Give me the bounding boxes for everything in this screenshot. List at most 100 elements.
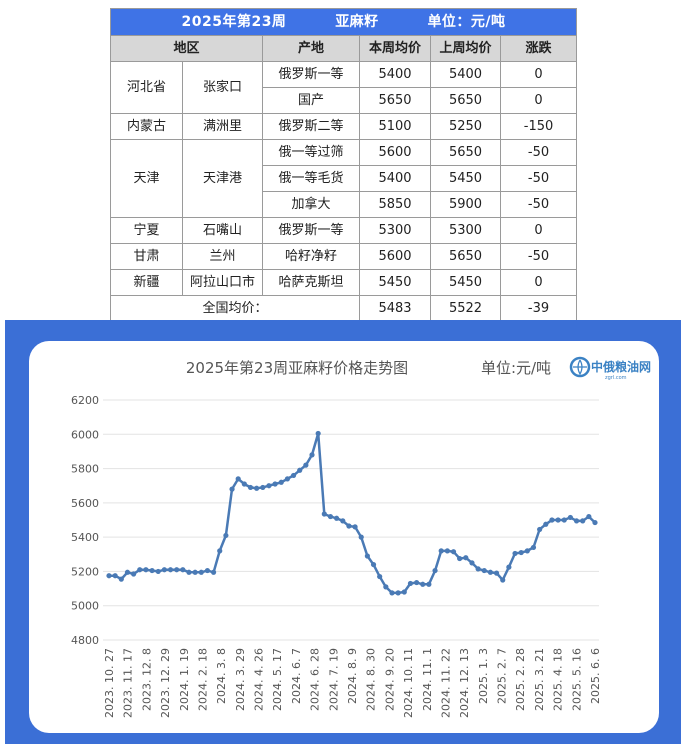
- data-point: [567, 514, 573, 521]
- city-cell: 满洲里: [182, 113, 263, 140]
- data-point: [352, 524, 358, 530]
- x-tick-label: 2025. 6. 6: [589, 648, 602, 704]
- data-point: [106, 573, 112, 579]
- data-point: [524, 548, 530, 554]
- data-point: [463, 555, 469, 561]
- last-week-cell: 5400: [430, 61, 501, 88]
- x-tick-label: 2023. 12. 29: [159, 648, 172, 718]
- data-point: [241, 481, 247, 487]
- data-point: [561, 517, 567, 523]
- unit-label: 单位:元/吨: [481, 359, 551, 377]
- x-tick-label: 2024. 5. 17: [271, 648, 284, 711]
- y-tick-label: 5000: [71, 600, 99, 613]
- data-point: [167, 567, 174, 573]
- data-point: [155, 568, 161, 575]
- origin-cell: 俄罗斯一等: [262, 61, 360, 88]
- x-tick-label: 2023. 12. 8: [140, 648, 153, 711]
- x-tick-label: 2025. 5. 16: [570, 648, 583, 711]
- x-tick-label: 2024. 1. 19: [178, 648, 191, 711]
- data-point: [487, 569, 494, 575]
- x-tick-label: 2024. 7. 19: [327, 648, 340, 711]
- this-week-cell: 5400: [359, 61, 431, 88]
- this-week-cell: 5100: [359, 113, 431, 140]
- x-tick-label: 2024. 6. 28: [309, 648, 322, 711]
- x-tick-label: 2023. 11. 17: [122, 648, 135, 718]
- last-week-cell: 5300: [430, 217, 501, 244]
- data-point: [180, 567, 186, 573]
- x-tick-label: 2025. 2. 28: [514, 648, 527, 711]
- data-point: [149, 567, 155, 574]
- data-point: [327, 513, 334, 520]
- last-week-cell: 5650: [430, 243, 501, 270]
- data-point: [537, 526, 543, 533]
- x-tick-label: 2024. 10. 11: [402, 648, 415, 718]
- table-row: 俄一等毛货 5400 5450 -50: [111, 165, 578, 192]
- data-point: [290, 472, 297, 479]
- x-tick-label: 2024. 11. 22: [439, 648, 452, 718]
- data-point: [254, 485, 260, 491]
- last-week-cell: 5650: [430, 139, 501, 166]
- y-tick-label: 5800: [71, 463, 99, 476]
- origin-cell: 俄一等过筛: [262, 139, 360, 166]
- city-cell: 张家口: [182, 61, 263, 114]
- change-cell: 0: [499, 87, 578, 114]
- change-cell: 0: [499, 217, 578, 244]
- data-point: [407, 580, 414, 587]
- data-point: [118, 576, 124, 582]
- origin-cell: 俄罗斯一等: [262, 217, 360, 244]
- data-point: [475, 566, 481, 572]
- data-point: [512, 550, 518, 557]
- x-tick-label: 2025. 2. 7: [496, 648, 509, 704]
- data-point: [506, 564, 512, 570]
- y-tick-label: 6200: [71, 394, 99, 407]
- data-point: [334, 515, 340, 521]
- origin-cell: 俄罗斯二等: [262, 113, 360, 140]
- data-point: [204, 567, 211, 574]
- data-point: [592, 519, 598, 526]
- y-tick-label: 5600: [71, 497, 99, 510]
- banner-unit: 单位：元/吨: [427, 13, 506, 30]
- x-tick-label: 2025. 1. 3: [477, 648, 490, 704]
- data-point: [260, 484, 266, 491]
- header-last-week: 上周均价: [430, 35, 501, 62]
- y-axis: 4800 5000 5200 5400 5600 5800 6000 6200: [71, 394, 99, 647]
- province-cell: 内蒙古: [110, 113, 183, 140]
- data-point: [235, 476, 241, 482]
- data-point: [383, 584, 389, 590]
- x-tick-label: 2024. 3. 29: [234, 648, 247, 711]
- price-series-points: [106, 430, 598, 596]
- data-point: [210, 569, 217, 575]
- origin-cell: 哈萨克斯坦: [262, 269, 360, 296]
- data-point: [450, 549, 457, 555]
- x-tick-label: 2023. 10. 27: [103, 648, 116, 718]
- change-cell: -50: [499, 165, 578, 192]
- province-cell: 甘肃: [110, 243, 183, 270]
- table-row: 天津 天津港 俄一等过筛 5600 5650 -50: [110, 139, 578, 218]
- national-average-row: 全国均价： 5483 5522 -39: [110, 295, 578, 322]
- x-tick-label: 2024. 9. 20: [383, 648, 396, 711]
- this-week-cell: 5400: [359, 165, 431, 192]
- x-tick-label: 2025. 4. 18: [552, 648, 565, 711]
- x-tick-label: 2024. 3. 8: [215, 648, 228, 704]
- y-tick-label: 5200: [71, 565, 99, 578]
- brand-logo: 中俄粮油网 zgrl.com: [569, 356, 651, 381]
- data-point: [549, 517, 555, 523]
- province-cell: 宁夏: [110, 217, 183, 244]
- province-cell: 河北省: [110, 61, 183, 114]
- data-point: [186, 569, 192, 575]
- chart-panel: 2025年第23周亚麻籽价格走势图 单位:元/吨 中俄粮油网 zgrl.com …: [5, 320, 681, 744]
- data-point: [432, 567, 438, 574]
- table-row: 加拿大 5850 5900 -50: [111, 191, 578, 218]
- x-tick-label: 2024. 4. 26: [253, 648, 266, 711]
- data-point: [124, 569, 131, 575]
- banner-product: 亚麻籽: [335, 13, 379, 30]
- data-point: [493, 570, 500, 576]
- data-point: [297, 467, 303, 473]
- globe-icon: [569, 356, 591, 378]
- table-row: 新疆 阿拉山口市 哈萨克斯坦 5450 5450 0: [110, 269, 578, 296]
- data-point: [143, 567, 149, 573]
- chart-title: 2025年第23周亚麻籽价格走势图: [186, 359, 408, 377]
- this-week-cell: 5600: [359, 243, 431, 270]
- last-week-cell: 5250: [430, 113, 501, 140]
- data-point: [370, 561, 377, 568]
